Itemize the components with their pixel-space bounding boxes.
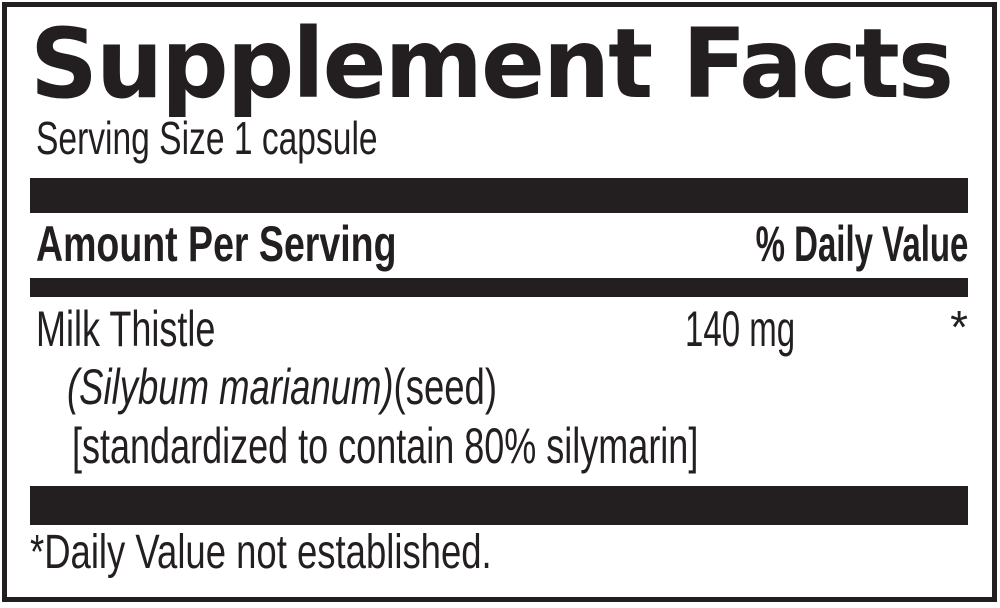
ingredient-amount-cell: 140 mg [685,304,852,354]
header-bottom-rule [30,278,968,297]
top-thick-rule [30,178,968,213]
ingredient-daily-value-asterisk: * [950,301,968,353]
amount-per-serving-header: Amount Per Serving [36,216,397,272]
percent-daily-value-header: % Daily Value [755,216,968,272]
serving-size-line: Serving Size 1 capsule [36,115,504,161]
standardization-text: [standardized to contain 80% silymarin] [72,418,699,474]
footnote-top-rule [30,486,968,525]
latin-name-group: (Silybum marianum)(seed) [67,362,497,412]
ingredient-amount: 140 mg [685,301,796,357]
latin-name-italic: (Silybum marianum) [67,359,394,415]
latin-name-plant-part: (seed) [393,359,498,415]
panel-title: Supplement Facts [30,8,954,120]
ingredient-name: Milk Thistle [36,301,216,357]
footnote-text: *Daily Value not established. [30,526,492,579]
column-header-row: Amount Per Serving % Daily Value [30,219,968,271]
ingredient-standardization-line: [standardized to contain 80% silymarin] [72,421,942,471]
ingredient-row: Milk Thistle 140 mg * [30,304,968,356]
ingredient-latin-name-line: (Silybum marianum)(seed) [67,362,656,412]
panel-title-text: Supplement Facts [30,8,952,120]
serving-size-text: Serving Size 1 capsule [36,112,378,164]
footnote-line: *Daily Value not established. [30,529,637,577]
